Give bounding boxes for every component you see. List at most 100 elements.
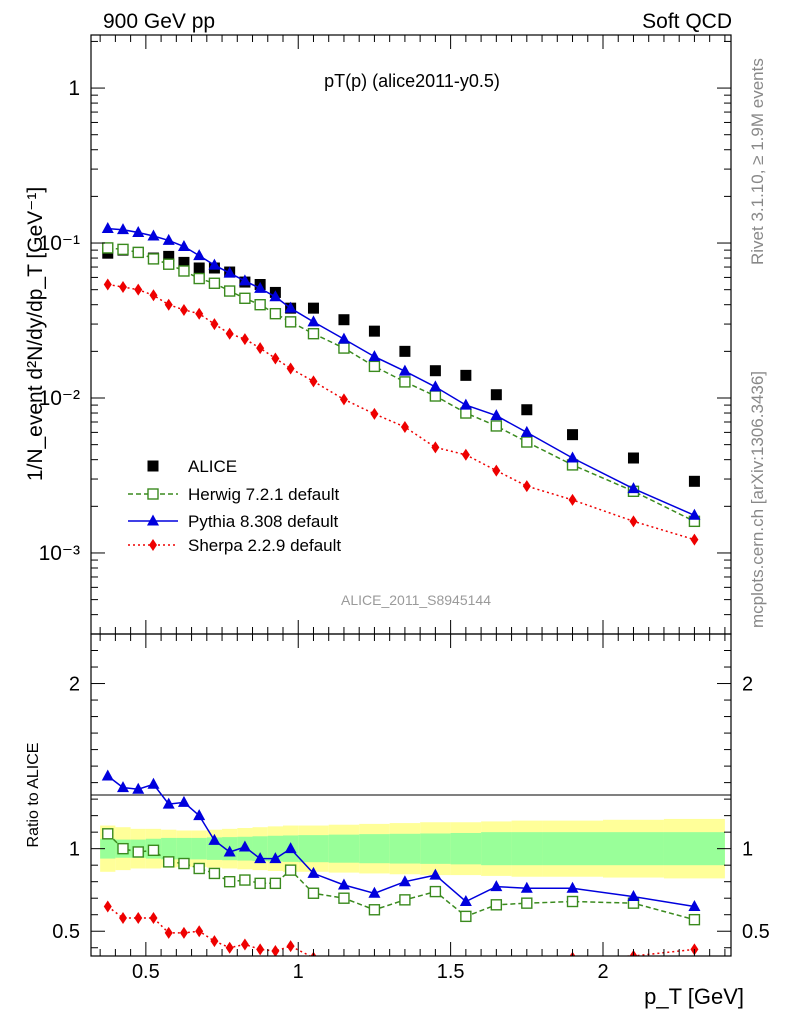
spectrum-point-pythia-8-308-default: [147, 229, 160, 241]
side-text-mcplots: mcplots.cern.ch [arXiv:1306.3436]: [748, 371, 767, 628]
ratio-point-sherpa-2-2-9-default: [134, 912, 143, 925]
spectrum-point-alice: [399, 345, 411, 357]
ratio-point-sherpa-2-2-9-default: [119, 912, 127, 925]
spectrum-point-herwig-7-2-1-default: [193, 272, 205, 285]
spectrum-point-alice: [307, 302, 319, 314]
spectrum-line-sherpa-2-2-9-default: [107, 283, 695, 541]
y-tick-label: 10⁻³: [39, 542, 80, 565]
ratio-band-inner: [161, 837, 177, 860]
ratio-point-sherpa-2-2-9-default: [195, 925, 204, 938]
ratio-point-herwig-7-2-1-default: [460, 910, 472, 923]
ratio-point-herwig-7-2-1-default: [102, 828, 114, 840]
spectrum-point-herwig-7-2-1-default: [102, 242, 114, 254]
spectrum-point-pythia-8-308-default: [368, 350, 381, 362]
spectrum-point-sherpa-2-2-9-default: [210, 318, 219, 331]
legend-marker-pythia-8-308-default: [147, 514, 159, 526]
ratio-point-sherpa-2-2-9-default: [370, 960, 378, 972]
ratio-point-herwig-7-2-1-default: [163, 856, 175, 868]
spectrum-point-sherpa-2-2-9-default: [370, 407, 379, 420]
ratio-band-inner: [359, 834, 390, 864]
ratio-point-herwig-7-2-1-default: [399, 894, 411, 906]
spectrum-point-pythia-8-308-default: [177, 239, 190, 251]
ratio-band-inner: [420, 833, 451, 864]
ratio-point-sherpa-2-2-9-default: [286, 940, 295, 953]
ratio-plot-ticks: 0.5 1 1.5 2 0.5 0.5 1 1 2 2: [52, 633, 770, 983]
ratio-point-herwig-7-2-1-default: [193, 862, 205, 875]
ratio-point-sherpa-2-2-9-default: [340, 957, 348, 969]
spectrum-point-pythia-8-308-default: [566, 451, 579, 463]
ratio-point-pythia-8-308-default: [101, 769, 114, 781]
ratio-point-herwig-7-2-1-default: [117, 842, 129, 855]
ratio-point-herwig-7-2-1-default: [490, 899, 503, 911]
spectrum-point-sherpa-2-2-9-default: [134, 283, 143, 296]
spectrum-point-herwig-7-2-1-default: [284, 316, 297, 328]
ratio-point-pythia-8-308-default: [208, 833, 221, 845]
legend-label-alice: ALICE: [188, 457, 237, 476]
ratio-point-pythia-8-308-default: [162, 797, 175, 809]
spectrum-point-pythia-8-308-default: [223, 266, 236, 278]
spectrum-point-sherpa-2-2-9-default: [461, 448, 470, 461]
ratio-point-sherpa-2-2-9-default: [210, 935, 219, 948]
ratio-point-sherpa-2-2-9-default: [179, 926, 188, 939]
spectrum-point-pythia-8-308-default: [101, 222, 114, 234]
spectrum-point-alice: [429, 365, 441, 377]
spectrum-point-sherpa-2-2-9-default: [431, 441, 440, 454]
ratio-point-herwig-7-2-1-default: [239, 874, 251, 886]
spectrum-point-pythia-8-308-default: [193, 249, 206, 261]
spectrum-point-alice: [193, 262, 205, 274]
ratio-band-inner: [298, 835, 329, 863]
legend-marker-herwig-7-2-1-default: [147, 488, 159, 500]
ratio-band-inner: [389, 833, 421, 864]
legend-marker-sherpa-2-2-9-default: [149, 539, 157, 551]
ratio-point-pythia-8-308-default: [147, 777, 160, 789]
spectrum-point-herwig-7-2-1-default: [307, 327, 320, 340]
spectrum-point-herwig-7-2-1-default: [147, 253, 160, 265]
ratio-point-sherpa-2-2-9-default: [526, 954, 528, 956]
spectrum-point-pythia-8-308-default: [429, 380, 442, 392]
spectrum-point-sherpa-2-2-9-default: [179, 303, 188, 316]
ratio-point-sherpa-2-2-9-default: [164, 926, 173, 939]
spectrum-point-herwig-7-2-1-default: [269, 307, 282, 320]
spectrum-point-herwig-7-2-1-default: [117, 243, 129, 256]
spectrum-point-sherpa-2-2-9-default: [400, 420, 409, 433]
ratio-point-pythia-8-308-default: [368, 886, 381, 898]
spectrum-point-sherpa-2-2-9-default: [492, 464, 501, 477]
spectrum-point-pythia-8-308-default: [688, 508, 701, 520]
y-tick-label: 10⁻²: [39, 387, 80, 410]
ratio-band-inner: [328, 834, 360, 863]
spectrum-point-sherpa-2-2-9-default: [119, 281, 127, 294]
ratio-band-inner: [176, 837, 192, 860]
spectrum-point-alice: [688, 475, 700, 487]
y-tick-label: 1: [68, 77, 80, 100]
ratio-plot-series: [101, 769, 701, 972]
spectrum-point-pythia-8-308-default: [269, 290, 282, 302]
ratio-line-pythia-8-308-default: [107, 775, 695, 908]
spectrum-point-sherpa-2-2-9-default: [286, 362, 295, 375]
main-plot-frame: [90, 34, 732, 635]
ratio-y-tick-label: 2: [69, 674, 80, 696]
spectrum-point-herwig-7-2-1-default: [490, 420, 503, 432]
ratio-point-herwig-7-2-1-default: [284, 864, 297, 876]
ratio-point-pythia-8-308-default: [429, 868, 442, 880]
ratio-uncertainty-bands: [100, 818, 725, 879]
x-tick-label: 1.5: [437, 961, 465, 983]
spectrum-point-alice: [460, 369, 472, 381]
side-text-rivet: Rivet 3.1.10, ≥ 1.9M events: [748, 58, 767, 265]
spectrum-point-sherpa-2-2-9-default: [240, 333, 249, 346]
ratio-band-inner: [603, 832, 664, 866]
ratio-point-pythia-8-308-default: [254, 852, 267, 864]
ratio-point-pythia-8-308-default: [117, 781, 129, 793]
main-plot-ticks: 10⁻³ 10⁻² 10⁻¹ 1: [39, 35, 731, 635]
ratio-point-pythia-8-308-default: [490, 880, 503, 892]
spectrum-point-alice: [163, 250, 175, 262]
ratio-point-herwig-7-2-1-default: [254, 877, 266, 890]
ratio-point-herwig-7-2-1-default: [688, 913, 701, 926]
ratio-point-sherpa-2-2-9-default: [495, 954, 498, 956]
ratio-point-pythia-8-308-default: [520, 881, 533, 893]
ratio-band-inner: [191, 837, 207, 860]
legend-label-herwig-7-2-1-default: Herwig 7.2.1 default: [188, 485, 339, 504]
spectrum-point-pythia-8-308-default: [627, 482, 640, 494]
spectrum-point-alice: [521, 404, 533, 416]
ratio-plot-frame: [90, 633, 732, 957]
